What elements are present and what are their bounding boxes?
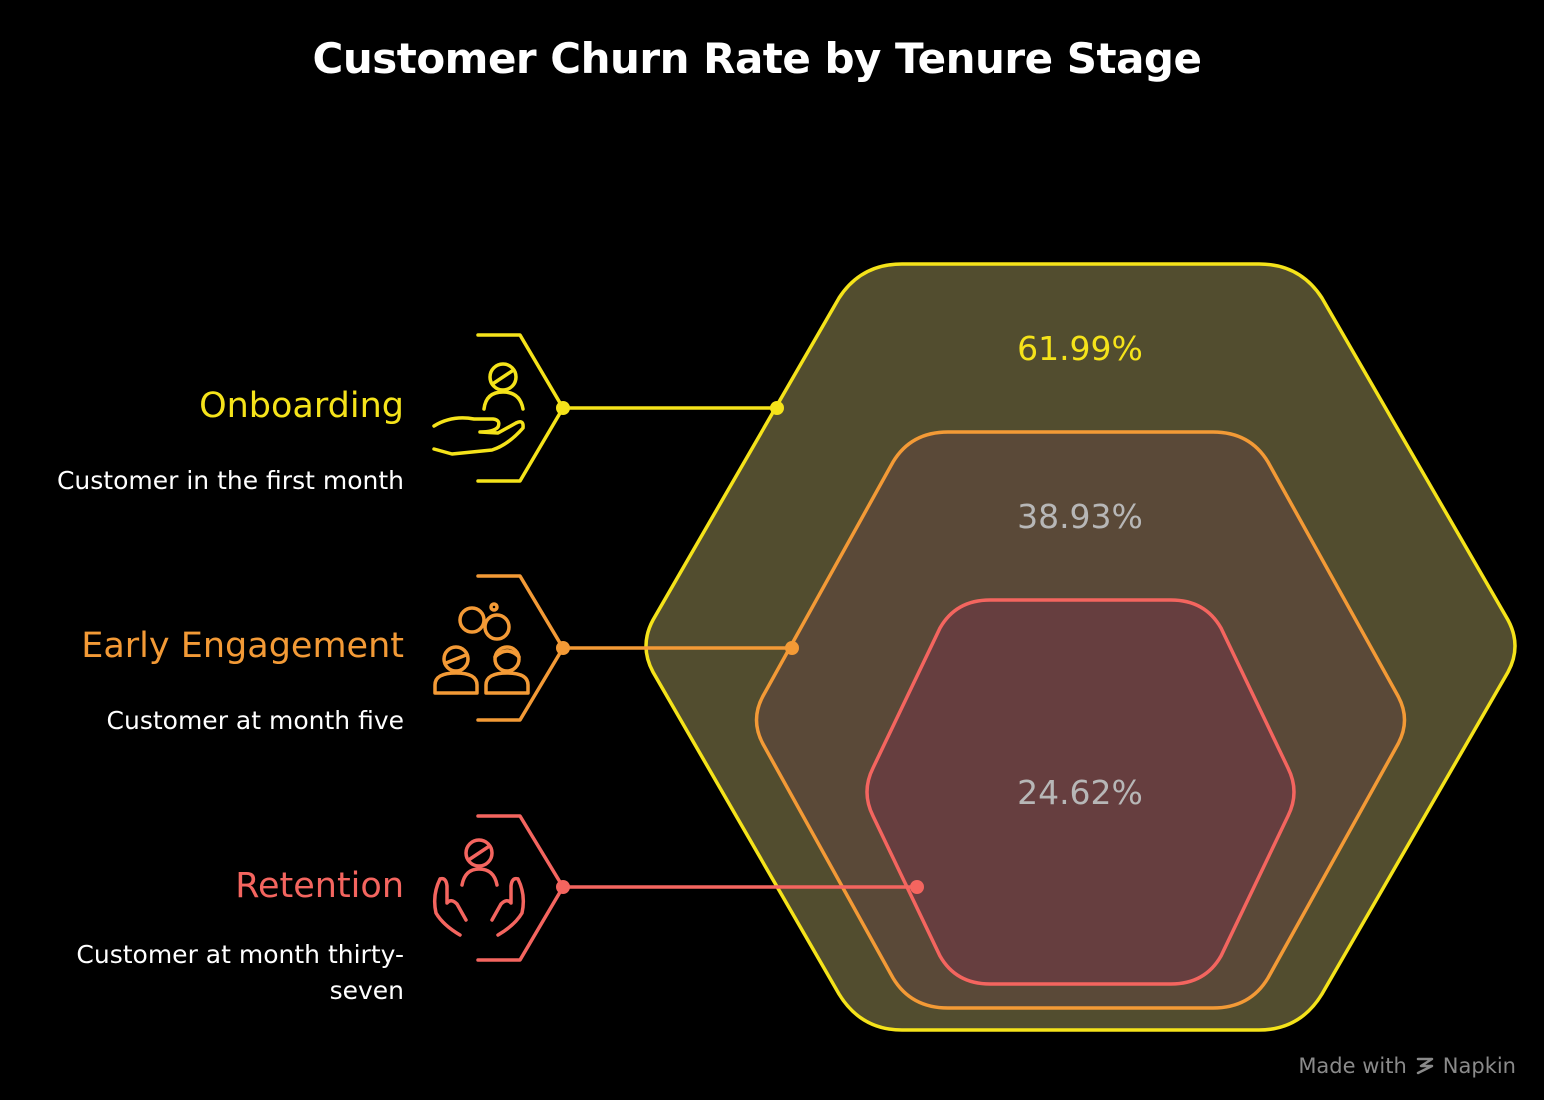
stage-label-retention: Retention [235,866,404,906]
connector-early-engagement [476,574,799,722]
made-with-napkin-footer: Made with Napkin [1298,1054,1516,1078]
hand-offering-person-icon [432,362,525,456]
stage-label-early-engagement: Early Engagement [81,626,404,666]
connector-retention [476,814,924,962]
hands-holding-person-icon [432,838,526,937]
churn-rate-onboarding: 61.99% [1017,329,1143,368]
stage-label-onboarding: Onboarding [199,386,404,426]
stage-description-early-engagement: Customer at month five [106,706,404,735]
stage-description-onboarding: Customer in the first month [56,466,404,495]
footer-brand: Napkin [1442,1054,1516,1078]
churn-rate-early-engagement: 38.93% [1017,497,1143,536]
napkin-logo-icon [1416,1057,1434,1075]
hexagon-retention [865,598,1296,986]
footer-made-with: Made with [1298,1054,1407,1078]
two-people-connecting-icon [433,602,530,695]
diagram-title: Customer Churn Rate by Tenure Stage [312,34,1202,83]
stage-description-retention: Customer at month thirty-seven [76,940,404,1005]
connector-onboarding [476,333,784,483]
churn-rate-retention: 24.62% [1017,773,1143,812]
